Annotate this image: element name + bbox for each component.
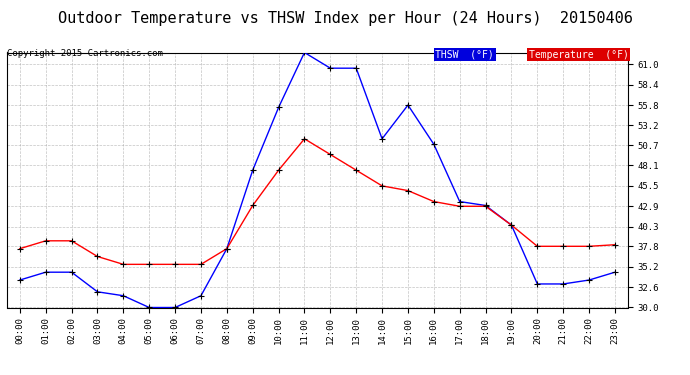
Text: THSW  (°F): THSW (°F) xyxy=(435,50,494,60)
Text: Temperature  (°F): Temperature (°F) xyxy=(529,50,629,60)
Text: Copyright 2015 Cartronics.com: Copyright 2015 Cartronics.com xyxy=(7,49,163,58)
Text: Outdoor Temperature vs THSW Index per Hour (24 Hours)  20150406: Outdoor Temperature vs THSW Index per Ho… xyxy=(57,11,633,26)
